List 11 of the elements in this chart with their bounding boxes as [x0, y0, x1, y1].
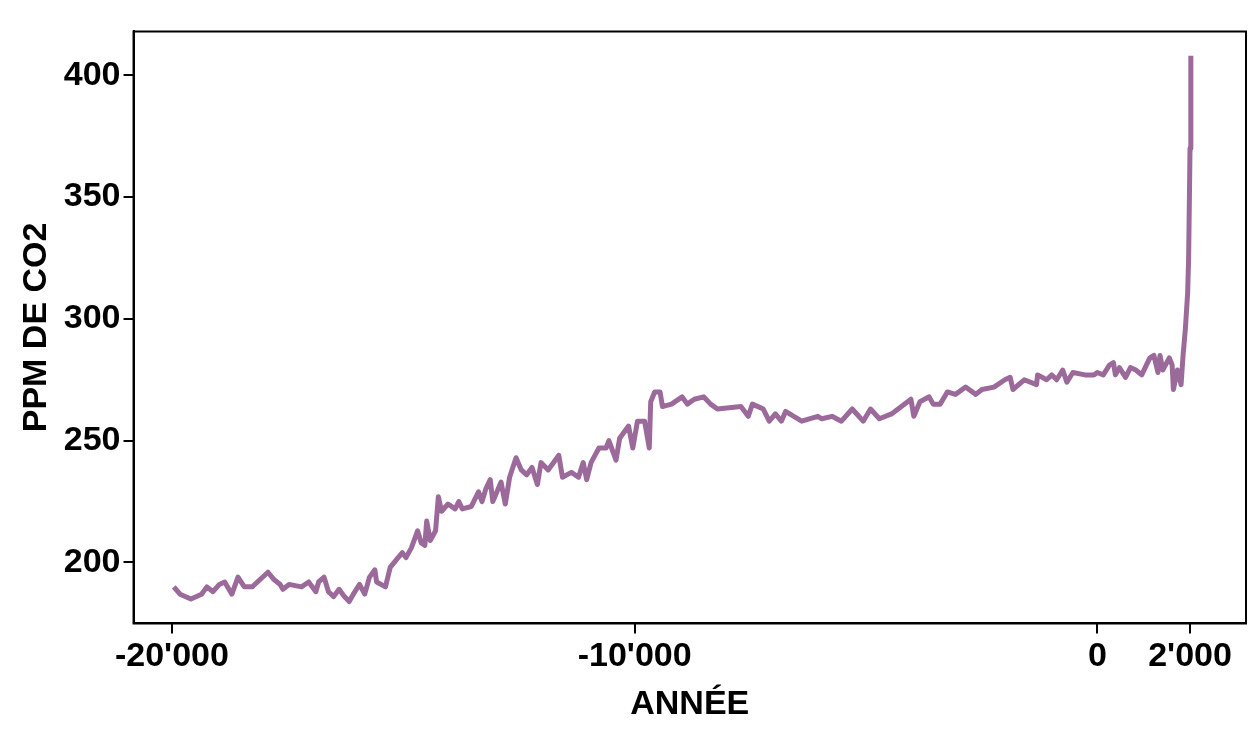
x-tick-label: -10'000	[577, 635, 692, 674]
y-axis-title: PPM DE CO2	[14, 222, 53, 433]
y-tick-label: 250	[63, 419, 121, 458]
y-tick-label: 200	[63, 540, 121, 579]
y-tick-label: 400	[63, 53, 121, 92]
x-tick-label: 2'000	[1148, 635, 1232, 674]
x-axis-title: ANNÉE	[630, 682, 750, 721]
x-tick-label: -20'000	[114, 635, 229, 674]
y-tick-label: 350	[63, 175, 121, 214]
y-tick-label: 300	[63, 297, 121, 336]
x-tick-label: 0	[1087, 635, 1107, 674]
